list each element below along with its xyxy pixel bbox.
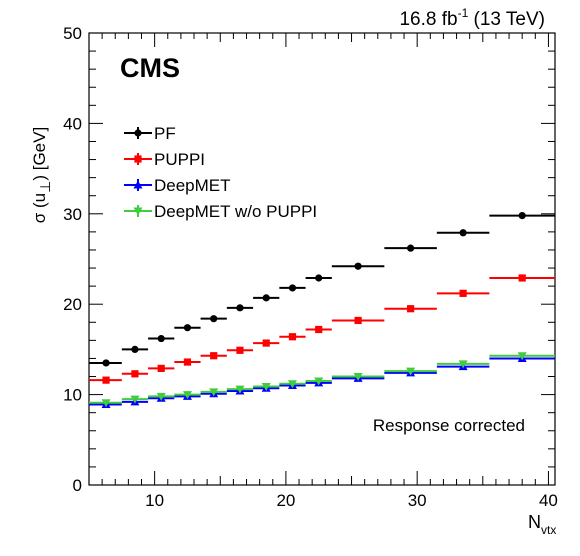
- x-tick-label: 10: [145, 491, 164, 510]
- data-point: [287, 380, 297, 389]
- legend-marker: [133, 180, 143, 189]
- legend-entry: DeepMET: [124, 176, 231, 195]
- legend-marker: [134, 155, 142, 163]
- data-point: [459, 229, 467, 237]
- data-point: [236, 304, 244, 312]
- data-point: [314, 377, 324, 386]
- y-tick-label: 20: [63, 295, 82, 314]
- legend-label: PUPPI: [154, 150, 205, 169]
- data-point: [182, 391, 192, 400]
- data-series: [89, 212, 555, 409]
- x-tick-label: 20: [276, 491, 295, 510]
- x-axis-label-main: N: [528, 512, 541, 532]
- legend-entry: PF: [124, 124, 176, 143]
- data-point: [131, 345, 139, 353]
- legend-marker: [134, 129, 142, 137]
- data-point: [459, 289, 467, 297]
- y-tick-label: 50: [63, 24, 82, 43]
- y-axis-label-unit: ) [GeV]: [30, 127, 49, 181]
- legend-marker: [133, 207, 143, 216]
- legend-label: DeepMET: [154, 176, 231, 195]
- data-point: [354, 316, 362, 325]
- y-axis-label-sub: ⊥: [37, 181, 53, 193]
- data-point: [406, 367, 416, 376]
- data-point: [517, 352, 527, 361]
- data-point: [102, 359, 110, 367]
- data-point: [102, 376, 110, 384]
- y-axis-label-main: σ (u: [30, 193, 49, 223]
- data-point: [518, 274, 526, 282]
- legend-entry: DeepMET w/o PUPPI: [124, 202, 317, 221]
- x-tick-label: 40: [539, 491, 558, 510]
- data-point: [354, 262, 362, 270]
- plot-frame: [88, 32, 556, 486]
- data-point: [407, 305, 415, 313]
- plot-area-border: [88, 32, 556, 486]
- response-corrected-annotation: Response corrected: [373, 416, 525, 435]
- lumi-value: 16.8 fb: [399, 9, 457, 30]
- data-point: [183, 324, 192, 332]
- lumi-exponent: -1: [458, 6, 469, 20]
- lumi-label: 16.8 fb-1 (13 TeV): [399, 6, 545, 30]
- data-point: [210, 315, 218, 323]
- data-point: [315, 274, 323, 282]
- y-axis-label: σ (u⊥) [GeV]: [30, 127, 53, 223]
- data-point: [209, 388, 219, 397]
- legend-label: PF: [154, 124, 176, 143]
- data-point: [353, 373, 363, 382]
- data-point: [130, 395, 140, 404]
- data-point: [235, 385, 245, 394]
- data-point: [458, 360, 468, 369]
- series-pf: [89, 212, 555, 367]
- data-point: [157, 334, 165, 343]
- data-point: [288, 284, 297, 292]
- data-point: [131, 370, 139, 378]
- y-tick-label: 0: [73, 476, 82, 495]
- y-tick-label: 30: [63, 205, 82, 224]
- x-tick-label: 30: [408, 491, 427, 510]
- experiment-label: CMS: [120, 53, 180, 83]
- data-point: [101, 399, 111, 408]
- series-puppi: [89, 274, 555, 384]
- x-axis-label-sub: vtx: [541, 523, 556, 537]
- lumi-energy: (13 TeV): [468, 9, 545, 30]
- data-point: [236, 346, 244, 354]
- data-point: [157, 364, 165, 372]
- data-point: [210, 352, 218, 360]
- data-point: [156, 392, 166, 401]
- y-tick-label: 40: [63, 114, 82, 133]
- data-point: [315, 325, 323, 334]
- series-deepmet-w-o-puppi: [89, 352, 555, 408]
- legend-label: DeepMET w/o PUPPI: [154, 202, 317, 221]
- y-tick-label: 10: [63, 386, 82, 405]
- data-point: [518, 212, 526, 220]
- data-point: [261, 382, 271, 391]
- data-point: [407, 244, 415, 252]
- x-axis-label: Nvtx: [528, 512, 556, 537]
- axis-ticks: 10 20 30 40 0 10 20 30 40 50: [63, 24, 558, 510]
- data-point: [262, 294, 270, 302]
- legend: PF PUPPI DeepMET DeepMET w/o PUPPI: [124, 124, 317, 221]
- data-point: [262, 339, 270, 347]
- data-point: [183, 358, 192, 366]
- legend-entry: PUPPI: [124, 150, 205, 169]
- data-point: [288, 333, 297, 341]
